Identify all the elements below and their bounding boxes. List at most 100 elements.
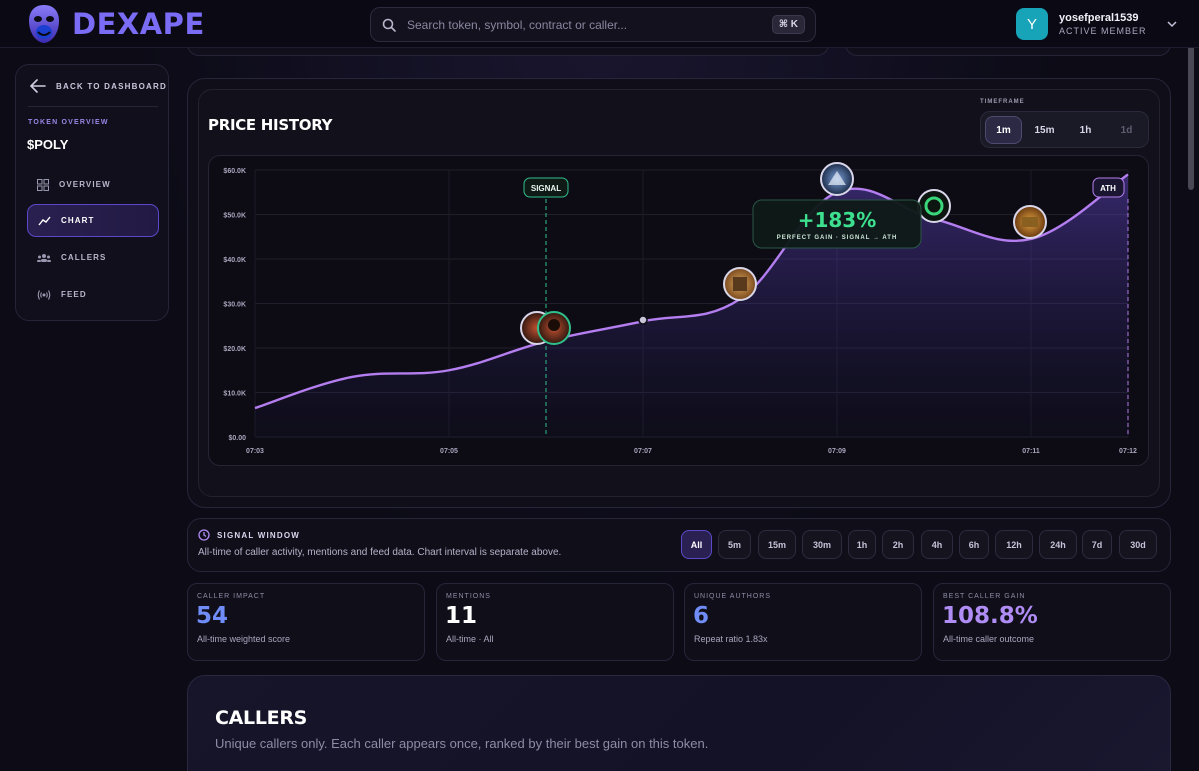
ath-label: ATH bbox=[1100, 184, 1116, 193]
price-point-marker[interactable] bbox=[638, 315, 648, 325]
y-tick-label: $10.0K bbox=[223, 391, 246, 398]
x-tick-label: 07:11 bbox=[1022, 448, 1040, 455]
price-area-fill bbox=[255, 174, 1128, 437]
scrollbar-thumb[interactable] bbox=[1188, 40, 1194, 190]
arrow-left-icon bbox=[30, 79, 46, 93]
stat-subtext: Repeat ratio 1.83x bbox=[694, 634, 768, 644]
callers-subtitle: Unique callers only. Each caller appears… bbox=[215, 736, 709, 751]
stat-subtext: All-time · All bbox=[446, 634, 494, 644]
grid-icon bbox=[37, 178, 49, 191]
timeframe-1d-button: 1d bbox=[1120, 124, 1133, 136]
stat-card-best-caller-gain: BEST CALLER GAIN 108.8% All-time caller … bbox=[933, 583, 1171, 661]
signal-window-option-30m[interactable]: 30m bbox=[802, 530, 842, 559]
sidebar-item-label: CALLERS bbox=[61, 253, 107, 262]
stat-label: UNIQUE AUTHORS bbox=[694, 593, 772, 600]
users-icon bbox=[37, 253, 51, 262]
callers-card bbox=[187, 675, 1171, 771]
gain-callout: +183% PERFECT GAIN · SIGNAL → ATH bbox=[752, 199, 922, 249]
token-symbol: $POLY bbox=[27, 137, 69, 152]
stat-value: 6 bbox=[693, 603, 710, 629]
sidebar-divider bbox=[28, 106, 158, 107]
signal-window-option-2h[interactable]: 2h bbox=[882, 530, 914, 559]
y-tick-label: $20.0K bbox=[223, 346, 246, 353]
sidebar-item-callers[interactable]: CALLERS bbox=[27, 241, 159, 274]
sidebar-item-label: OVERVIEW bbox=[59, 180, 111, 189]
sidebar-item-chart[interactable]: CHART bbox=[27, 204, 159, 237]
user-role: ACTIVE MEMBER bbox=[1059, 26, 1147, 36]
caller-avatar-marker[interactable] bbox=[820, 162, 854, 196]
caller-avatar-marker[interactable] bbox=[917, 189, 951, 223]
signal-window-title: SIGNAL WINDOW bbox=[198, 529, 300, 541]
token-overview-label: TOKEN OVERVIEW bbox=[28, 119, 109, 126]
ape-logo-icon bbox=[29, 5, 59, 43]
x-tick-label: 07:09 bbox=[828, 448, 846, 455]
search-input[interactable] bbox=[407, 17, 772, 32]
search-bar[interactable]: ⌘ K bbox=[370, 7, 816, 42]
y-tick-label: $60.0K bbox=[223, 168, 246, 175]
sidebar-item-feed[interactable]: FEED bbox=[27, 278, 159, 311]
stat-value: 54 bbox=[196, 603, 229, 629]
gain-caption: PERFECT GAIN · SIGNAL → ATH bbox=[777, 235, 898, 241]
chevron-down-icon[interactable] bbox=[1166, 18, 1178, 30]
callers-title: CALLERS bbox=[215, 707, 308, 729]
caller-avatar-marker[interactable] bbox=[1013, 205, 1047, 239]
stat-value: 11 bbox=[445, 603, 478, 629]
stat-card-unique-authors: UNIQUE AUTHORS 6 Repeat ratio 1.83x bbox=[684, 583, 922, 661]
stat-card-caller-impact: CALLER IMPACT 54 All-time weighted score bbox=[187, 583, 425, 661]
x-tick-label: 07:05 bbox=[440, 448, 458, 455]
brand-logo[interactable]: DEXAPE bbox=[26, 2, 205, 46]
timeframe-selector: 1m 15m 1h 1d bbox=[980, 111, 1149, 148]
caller-avatar-marker[interactable] bbox=[723, 267, 757, 301]
scrollbar[interactable] bbox=[1186, 40, 1196, 200]
stat-label: BEST CALLER GAIN bbox=[943, 593, 1026, 600]
price-line bbox=[254, 173, 1129, 410]
sidebar: BACK TO DASHBOARD TOKEN OVERVIEW $POLY O… bbox=[15, 64, 169, 321]
stat-subtext: All-time caller outcome bbox=[943, 634, 1035, 644]
timeframe-1m-button[interactable]: 1m bbox=[985, 116, 1022, 144]
signal-window-option-4h[interactable]: 4h bbox=[921, 530, 953, 559]
user-name: yosefperal1539 bbox=[1059, 12, 1139, 24]
brand-name: DEXAPE bbox=[72, 7, 205, 41]
user-menu[interactable]: Y yosefperal1539 ACTIVE MEMBER bbox=[1016, 8, 1178, 40]
timeframe-1h-button[interactable]: 1h bbox=[1079, 124, 1092, 136]
signal-window-option-15m[interactable]: 15m bbox=[758, 530, 796, 559]
trend-icon bbox=[38, 216, 51, 225]
search-shortcut-badge: ⌘ K bbox=[771, 15, 805, 34]
sidebar-item-overview[interactable]: OVERVIEW bbox=[27, 168, 159, 201]
gain-value: +183% bbox=[798, 208, 877, 232]
x-tick-label: 07:03 bbox=[246, 448, 264, 455]
y-tick-label: $0.00 bbox=[228, 435, 246, 442]
signal-window-option-24h[interactable]: 24h bbox=[1039, 530, 1077, 559]
back-label: BACK TO DASHBOARD bbox=[56, 81, 167, 91]
x-tick-label: 07:12 bbox=[1119, 448, 1137, 455]
signal-window-option-1h[interactable]: 1h bbox=[848, 530, 876, 559]
signal-window-option-5m[interactable]: 5m bbox=[718, 530, 751, 559]
stat-label: MENTIONS bbox=[446, 593, 491, 600]
price-chart[interactable]: $0.00 $10.0K $20.0K $30.0K $40.0K $50.0K $60.0… bbox=[208, 155, 1149, 466]
stat-label: CALLER IMPACT bbox=[197, 593, 266, 600]
sidebar-item-label: CHART bbox=[61, 216, 95, 225]
price-history-title: PRICE HISTORY bbox=[208, 116, 333, 134]
signal-window-description: All-time of caller activity, mentions an… bbox=[198, 547, 562, 558]
timeframe-15m-button[interactable]: 15m bbox=[1034, 124, 1055, 136]
back-to-dashboard-link[interactable]: BACK TO DASHBOARD bbox=[30, 79, 167, 93]
signal-window-option-all[interactable]: All bbox=[681, 530, 712, 559]
y-tick-label: $30.0K bbox=[223, 302, 246, 309]
signal-window-option-30d[interactable]: 30d bbox=[1119, 530, 1157, 559]
ath-tag: ATH bbox=[1092, 177, 1125, 198]
stat-card-mentions: MENTIONS 11 All-time · All bbox=[436, 583, 674, 661]
signal-window-option-6h[interactable]: 6h bbox=[959, 530, 989, 559]
x-axis-ticks: 07:03 07:05 07:07 07:09 07:11 07:12 bbox=[246, 448, 1137, 455]
stat-value: 108.8% bbox=[942, 603, 1038, 629]
y-axis-ticks: $0.00 $10.0K $20.0K $30.0K $40.0K $50.0K $60.0… bbox=[223, 168, 246, 442]
y-tick-label: $50.0K bbox=[223, 213, 246, 220]
signal-window-option-7d[interactable]: 7d bbox=[1082, 530, 1112, 559]
y-tick-label: $40.0K bbox=[223, 257, 246, 264]
signal-tag: SIGNAL bbox=[523, 177, 569, 198]
clock-icon bbox=[198, 529, 210, 541]
stat-subtext: All-time weighted score bbox=[197, 634, 291, 644]
signal-window-option-12h[interactable]: 12h bbox=[995, 530, 1033, 559]
caller-avatar-marker[interactable] bbox=[537, 311, 571, 345]
top-header: DEXAPE ⌘ K Y yosefperal1539 ACTIVE MEMBE… bbox=[0, 0, 1199, 48]
sidebar-item-label: FEED bbox=[61, 290, 87, 299]
